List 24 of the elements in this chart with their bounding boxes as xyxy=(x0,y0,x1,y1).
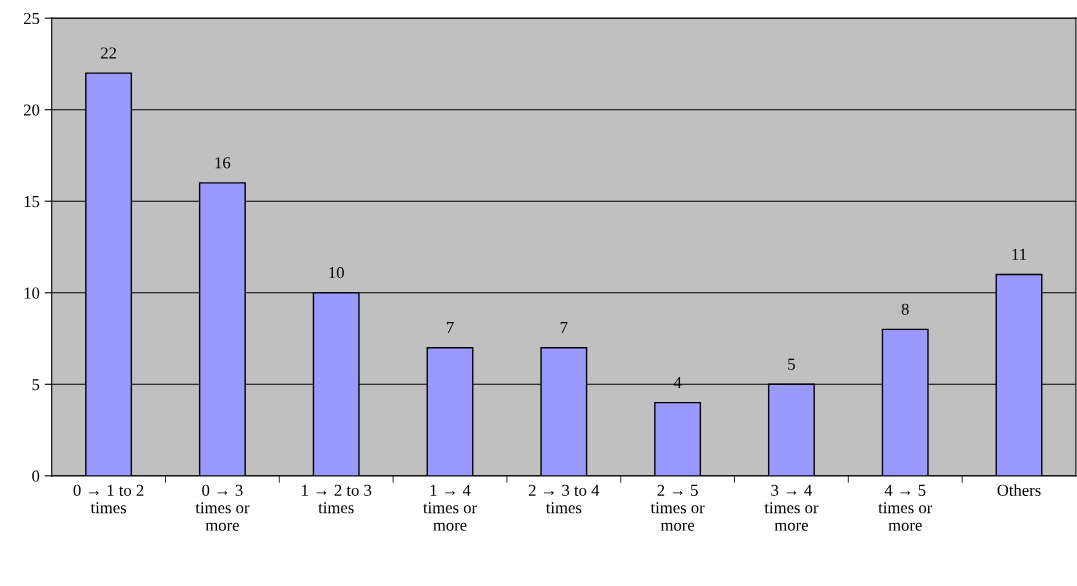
data-label: 16 xyxy=(215,157,231,169)
y-tick-label: 10 xyxy=(24,287,40,299)
bar xyxy=(654,401,702,476)
y-tick-label: 5 xyxy=(32,379,40,391)
y-tick-label: 25 xyxy=(23,12,40,25)
x-tick-label: 0 → 3 times or more xyxy=(195,484,250,531)
x-tick-label: 2 → 5 times or more xyxy=(650,484,705,531)
data-label: 7 xyxy=(446,322,454,334)
x-tick-label: 0 → 1 to 2 times xyxy=(73,484,144,514)
data-label: 22 xyxy=(101,47,117,59)
x-tick-label: 2 → 3 to 4 times xyxy=(528,484,600,514)
x-tick-label: Others xyxy=(997,484,1041,496)
y-tick-label: 15 xyxy=(24,196,40,208)
data-label: 10 xyxy=(329,267,344,279)
x-tick-label: 3 → 4 times or more xyxy=(764,484,819,531)
data-label: 8 xyxy=(901,303,909,315)
x-tick-label: 1 → 2 to 3 times xyxy=(302,484,372,514)
x-tick-label: 4 → 5 times or more xyxy=(878,484,933,531)
y-tick-label: 20 xyxy=(23,104,40,116)
data-label: 7 xyxy=(560,322,568,334)
data-label: 11 xyxy=(1012,248,1027,260)
data-label: 5 xyxy=(788,358,795,370)
x-tick-label: 1 → 4 times or more xyxy=(423,484,477,531)
y-tick-label: 0 xyxy=(32,470,40,482)
